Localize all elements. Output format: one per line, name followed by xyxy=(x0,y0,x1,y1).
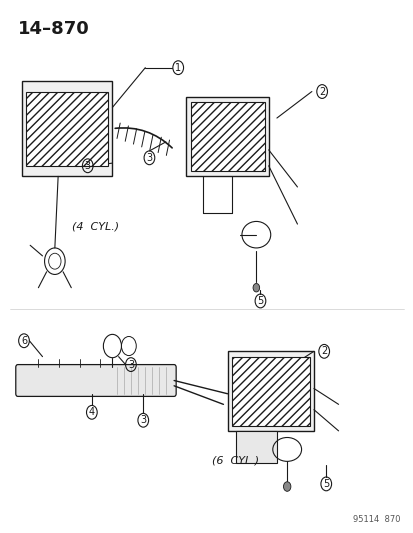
Text: 95114  870: 95114 870 xyxy=(352,515,399,523)
Text: 5: 5 xyxy=(257,296,263,306)
FancyBboxPatch shape xyxy=(16,365,176,397)
FancyBboxPatch shape xyxy=(186,97,268,176)
Text: (4  CYL.): (4 CYL.) xyxy=(72,222,119,232)
Text: 1: 1 xyxy=(175,63,181,72)
Text: 14–870: 14–870 xyxy=(18,20,89,38)
Text: 4: 4 xyxy=(88,407,95,417)
Bar xyxy=(231,357,309,425)
Bar xyxy=(231,357,309,425)
Text: 6: 6 xyxy=(21,336,27,346)
FancyBboxPatch shape xyxy=(235,431,276,463)
Text: 3: 3 xyxy=(146,153,152,163)
Circle shape xyxy=(252,284,259,292)
Text: 2: 2 xyxy=(318,86,325,96)
Bar xyxy=(26,92,108,166)
Text: 3: 3 xyxy=(128,360,134,369)
Text: 3: 3 xyxy=(140,415,146,425)
Text: 5: 5 xyxy=(323,479,329,489)
FancyBboxPatch shape xyxy=(22,81,112,176)
Bar xyxy=(190,102,264,171)
Bar xyxy=(26,92,108,166)
Bar xyxy=(190,102,264,171)
Text: 3: 3 xyxy=(85,161,90,171)
Text: (6  CYL.): (6 CYL.) xyxy=(212,455,259,465)
Text: 2: 2 xyxy=(320,346,327,357)
FancyBboxPatch shape xyxy=(227,351,313,431)
Circle shape xyxy=(283,482,290,491)
